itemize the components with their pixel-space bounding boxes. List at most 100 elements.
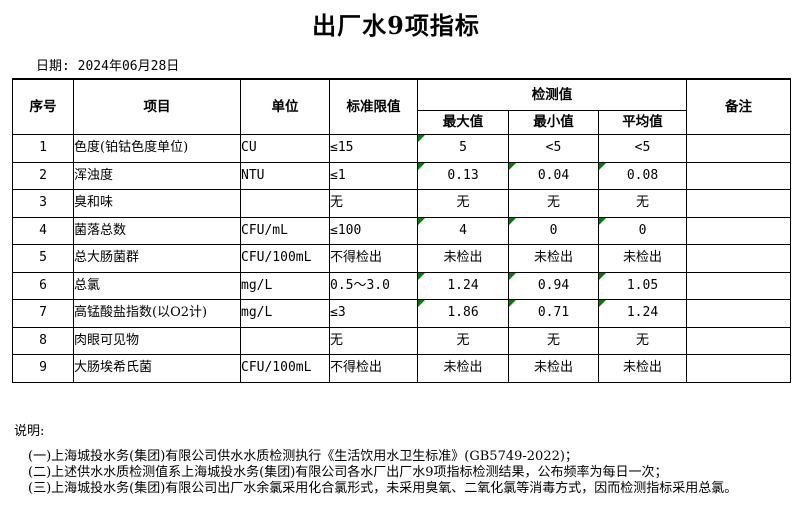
cell-no: 5 [12, 244, 74, 273]
cell-avg: <5 [597, 134, 688, 163]
cell-min: 0.71 [508, 299, 599, 328]
cell-max: 未检出 [417, 244, 509, 273]
note-line: (二)上述供水水质检测值系上海城投水务(集团)有限公司各水厂出厂水9项指标检测结… [28, 465, 668, 480]
cell-avg: 未检出 [597, 244, 688, 273]
cell-max: 0.13 [417, 161, 509, 190]
cell-min: 0.94 [508, 271, 599, 300]
cell-no: 9 [12, 354, 74, 383]
header-row-sub: 最大值 最小值 平均值 [13, 110, 791, 135]
cell-no: 7 [12, 299, 74, 328]
green-triangle-icon [509, 272, 516, 280]
cell-no: 3 [12, 189, 74, 218]
cell-min-value: <5 [545, 140, 562, 156]
header-no: 序号 [12, 78, 74, 135]
cell-max: 1.24 [417, 271, 509, 300]
cell-item: 大肠埃希氏菌 [73, 354, 241, 383]
table-row: 4 菌落总数 CFU/mL ≤100 4 0 0 [12, 216, 792, 245]
cell-item: 臭和味 [73, 189, 241, 218]
cell-avg: 0 [597, 216, 688, 245]
cell-min: 0.04 [508, 161, 599, 190]
cell-no: 8 [12, 326, 74, 355]
notes-list: (一)上海城投水务(集团)有限公司供水水质检测执行《生活饮用水卫生标准》(GB5… [28, 449, 737, 497]
table-row: 2 浑浊度 NTU ≤1 0.13 0.04 0.08 [12, 161, 792, 190]
cell-no: 4 [12, 216, 74, 245]
green-triangle-icon [599, 162, 606, 170]
green-triangle-icon [509, 217, 516, 225]
table-row: 3 臭和味 无 无 无 无 [12, 189, 792, 218]
cell-max: 1.86 [417, 299, 509, 328]
note-line: (一)上海城投水务(集团)有限公司供水水质检测执行《生活饮用水卫生标准》(GB5… [28, 449, 578, 464]
green-triangle-icon [599, 300, 606, 307]
cell-min-value: 0.71 [537, 305, 570, 321]
cell-item: 高锰酸盐指数(以O2计) [73, 299, 241, 328]
notes-label: 说明: [14, 424, 45, 439]
header-min: 最小值 [508, 110, 599, 135]
green-triangle-icon [418, 135, 425, 142]
cell-remark [686, 299, 792, 328]
cell-min: 未检出 [508, 244, 599, 273]
green-triangle-icon [418, 300, 425, 307]
cell-unit: NTU [240, 161, 330, 190]
cell-unit [240, 326, 330, 355]
cell-min-value: 0.04 [537, 167, 570, 183]
cell-limit: 不得检出 [329, 244, 418, 273]
cell-min-value: 未检出 [533, 360, 573, 376]
table-row: 9 大肠埃希氏菌 CFU/100mL 不得检出 未检出 未检出 未检出 [12, 354, 792, 383]
cell-avg-value: 无 [636, 332, 650, 348]
cell-avg: 1.05 [597, 271, 688, 300]
green-triangle-icon [418, 272, 425, 280]
cell-remark [686, 161, 792, 190]
cell-max-value: 1.86 [447, 305, 479, 321]
table-row: 1 色度(铂钴色度单位) CU ≤15 5 <5 <5 [12, 134, 792, 163]
cell-unit: CU [240, 134, 330, 163]
header-unit: 单位 [240, 78, 330, 135]
header-item: 项目 [73, 78, 241, 135]
cell-limit: ≤15 [329, 134, 418, 163]
header-detect: 检测值 [416, 78, 688, 111]
report-date: 日期: 2024年06月28日 [36, 59, 180, 74]
cell-avg-value: 无 [636, 195, 650, 211]
header-avg: 平均值 [597, 110, 688, 135]
header-max: 最大值 [417, 110, 509, 135]
cell-avg: 无 [597, 189, 688, 218]
header-row-top: 序号 项目 单位 标准限值 检测值 备注 [12, 78, 792, 135]
cell-min: <5 [508, 134, 599, 163]
cell-item: 菌落总数 [73, 216, 241, 245]
cell-limit: 无 [329, 189, 418, 218]
cell-max-value: 1.24 [447, 277, 479, 293]
cell-limit: 0.5～3.0 [329, 271, 418, 300]
indicators-table: 序号 项目 单位 标准限值 检测值 备注 最大值 最小值 平均值 1 色度(铂钴… [12, 78, 792, 383]
header-remark: 备注 [686, 78, 792, 135]
table-row: 5 总大肠菌群 CFU/100mL 不得检出 未检出 未检出 未检出 [12, 244, 792, 273]
cell-limit: 无 [329, 326, 418, 355]
cell-avg: 1.24 [597, 299, 688, 328]
cell-avg-value: 0 [638, 222, 647, 238]
cell-avg: 未检出 [597, 354, 688, 383]
cell-limit: ≤3 [329, 299, 418, 328]
cell-min-value: 0.94 [537, 277, 570, 293]
cell-max-value: 无 [456, 332, 470, 348]
cell-min: 无 [508, 326, 599, 355]
cell-no: 2 [12, 161, 74, 190]
cell-avg-value: <5 [634, 140, 651, 156]
cell-max-value: 无 [456, 195, 470, 211]
cell-unit: CFU/mL [240, 216, 330, 245]
cell-max: 无 [417, 189, 509, 218]
cell-max: 4 [417, 216, 509, 245]
green-triangle-icon [418, 162, 425, 170]
cell-avg-value: 1.05 [626, 277, 659, 293]
green-triangle-icon [509, 300, 516, 307]
table-row: 7 高锰酸盐指数(以O2计) mg/L ≤3 1.86 0.71 1.24 [12, 299, 792, 328]
cell-item: 色度(铂钴色度单位) [73, 134, 241, 163]
table-row: 8 肉眼可见物 无 无 无 无 [12, 326, 792, 355]
cell-limit: 不得检出 [329, 354, 418, 383]
cell-unit: mg/L [240, 271, 330, 300]
cell-unit: CFU/100mL [240, 244, 330, 273]
cell-min-value: 0 [549, 222, 558, 238]
cell-remark [686, 189, 792, 218]
cell-no: 6 [12, 271, 74, 300]
table-row: 6 总氯 mg/L 0.5～3.0 1.24 0.94 1.05 [12, 271, 792, 300]
cell-min: 未检出 [508, 354, 599, 383]
cell-limit: ≤100 [329, 216, 418, 245]
